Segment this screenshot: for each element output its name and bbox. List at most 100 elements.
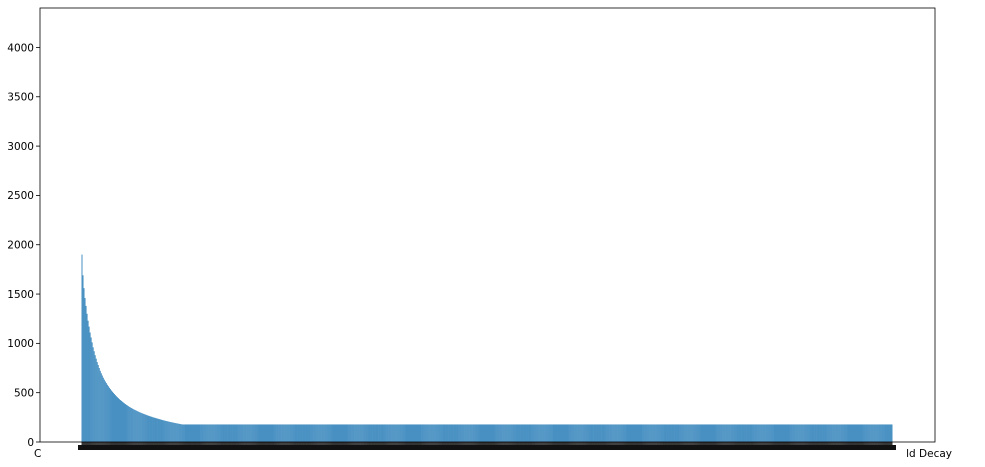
bar xyxy=(343,424,344,442)
bar xyxy=(208,424,210,442)
bar xyxy=(520,424,522,442)
bar xyxy=(144,414,146,442)
bar xyxy=(372,424,374,442)
bar xyxy=(529,424,531,442)
bar xyxy=(185,424,186,442)
bar xyxy=(829,424,831,442)
bar xyxy=(317,424,319,442)
bar xyxy=(539,424,541,442)
bar xyxy=(374,424,376,442)
bar xyxy=(706,424,707,442)
bar xyxy=(848,424,849,442)
bar xyxy=(676,424,678,442)
bar xyxy=(469,424,471,442)
bar xyxy=(207,424,209,442)
bar xyxy=(532,424,534,442)
bar-series xyxy=(81,254,893,442)
bar xyxy=(542,424,544,442)
bar xyxy=(627,424,628,442)
bar xyxy=(705,424,706,442)
bar xyxy=(195,424,196,442)
bar xyxy=(695,424,697,442)
bar xyxy=(778,424,779,442)
bar xyxy=(335,424,336,442)
bar xyxy=(614,424,616,442)
bar xyxy=(714,424,715,442)
bar xyxy=(854,424,855,442)
bar xyxy=(108,387,110,442)
bar xyxy=(284,424,286,442)
bar xyxy=(434,424,436,442)
bar xyxy=(87,320,89,442)
bar xyxy=(548,424,550,442)
bar xyxy=(878,424,880,442)
bar xyxy=(800,424,802,442)
bar xyxy=(611,424,613,442)
bar xyxy=(791,424,793,442)
x-tick-label-last: ld Decay xyxy=(906,448,952,460)
bar xyxy=(350,424,352,442)
bar xyxy=(265,424,266,442)
bar xyxy=(127,405,129,442)
bar xyxy=(254,424,256,442)
bar xyxy=(593,424,595,442)
bar xyxy=(138,411,140,442)
bar xyxy=(247,424,249,442)
bar xyxy=(656,424,658,442)
bar xyxy=(783,424,784,442)
bar xyxy=(130,407,132,442)
bar xyxy=(134,409,136,442)
bar xyxy=(357,424,359,442)
bar xyxy=(431,424,433,442)
bar xyxy=(379,424,381,442)
bar xyxy=(579,424,581,442)
bar xyxy=(591,424,593,442)
bar xyxy=(890,424,892,442)
bar xyxy=(546,424,548,442)
bar xyxy=(846,424,848,442)
bar xyxy=(852,424,853,442)
bar xyxy=(241,424,243,442)
bar xyxy=(646,424,648,442)
bar xyxy=(835,424,837,442)
bar xyxy=(475,424,477,442)
bar xyxy=(361,424,363,442)
bar xyxy=(817,424,819,442)
bar xyxy=(842,424,844,442)
bar xyxy=(526,424,528,442)
bar xyxy=(427,424,429,442)
bar xyxy=(424,424,426,442)
bar xyxy=(233,424,235,442)
bar xyxy=(293,424,295,442)
bar xyxy=(215,424,217,442)
bar xyxy=(416,424,417,442)
bar xyxy=(482,424,483,442)
bar xyxy=(489,424,490,442)
bar xyxy=(515,424,517,442)
bar xyxy=(554,424,555,442)
bar xyxy=(841,424,843,442)
bar xyxy=(472,424,474,442)
bar xyxy=(381,424,383,442)
bar xyxy=(397,424,399,442)
bar xyxy=(517,424,519,442)
bar xyxy=(367,424,369,442)
bar xyxy=(789,424,791,442)
bar xyxy=(225,424,227,442)
bar xyxy=(271,424,272,442)
bar xyxy=(866,424,868,442)
bar xyxy=(718,424,720,442)
bar xyxy=(158,419,160,442)
bar xyxy=(653,424,655,442)
bar xyxy=(90,337,92,442)
bar xyxy=(815,424,817,442)
bar xyxy=(563,424,564,442)
bar xyxy=(203,424,205,442)
bar xyxy=(588,424,590,442)
bar xyxy=(617,424,619,442)
bar xyxy=(131,408,133,442)
bar xyxy=(675,424,677,442)
bar xyxy=(391,424,393,442)
bar xyxy=(413,424,414,442)
